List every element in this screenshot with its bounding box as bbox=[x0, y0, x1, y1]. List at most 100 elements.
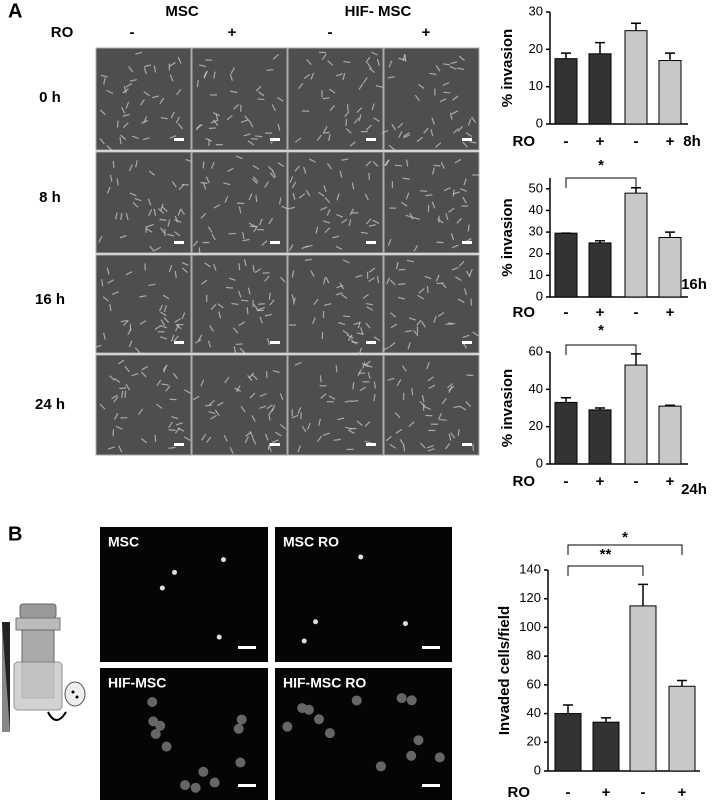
cell bbox=[229, 73, 233, 81]
cell bbox=[225, 286, 233, 289]
scale-bar bbox=[366, 241, 376, 244]
cell bbox=[175, 116, 180, 124]
cell bbox=[258, 303, 266, 305]
cell bbox=[230, 67, 235, 75]
cell bbox=[140, 371, 147, 378]
cell bbox=[339, 170, 343, 178]
nucleus bbox=[375, 761, 386, 772]
scale-bar bbox=[462, 241, 472, 244]
cell bbox=[160, 117, 168, 120]
cell bbox=[304, 258, 312, 261]
y-axis-label: Invaded cells/field bbox=[496, 606, 513, 735]
cell bbox=[416, 136, 423, 143]
cell bbox=[349, 208, 354, 216]
y-tick-label: 0 bbox=[534, 762, 541, 777]
cell bbox=[128, 164, 133, 172]
significance-label: * bbox=[598, 322, 604, 339]
cell bbox=[174, 215, 179, 223]
cell bbox=[99, 403, 106, 410]
cell bbox=[163, 317, 170, 323]
cell bbox=[258, 218, 263, 226]
cell bbox=[208, 399, 215, 406]
cell bbox=[147, 198, 152, 206]
cell bbox=[401, 201, 408, 207]
x-axis-label: RO bbox=[513, 304, 536, 321]
cell bbox=[408, 317, 417, 321]
cell bbox=[248, 372, 255, 379]
cell bbox=[120, 319, 128, 323]
error-bar bbox=[631, 353, 641, 366]
cell bbox=[170, 334, 175, 342]
image-label: HIF-MSC bbox=[108, 675, 166, 691]
cell bbox=[257, 98, 265, 101]
error-bar bbox=[595, 407, 605, 410]
cell bbox=[387, 377, 395, 381]
cell bbox=[167, 219, 171, 227]
cell bbox=[420, 442, 426, 449]
bar bbox=[588, 242, 612, 298]
cell bbox=[269, 172, 276, 179]
y-tick-label: 100 bbox=[519, 619, 541, 634]
scale-bar bbox=[462, 341, 472, 344]
cell bbox=[365, 124, 372, 131]
cell bbox=[402, 54, 406, 62]
cell bbox=[131, 372, 139, 377]
cell bbox=[403, 444, 406, 452]
cell bbox=[216, 401, 224, 407]
cell bbox=[312, 317, 316, 325]
cell bbox=[442, 81, 450, 86]
cell bbox=[368, 67, 376, 74]
cell bbox=[267, 165, 274, 172]
cell bbox=[448, 322, 456, 325]
cell bbox=[385, 159, 390, 167]
cell bbox=[206, 436, 212, 443]
cell bbox=[351, 182, 355, 190]
cell bbox=[204, 262, 211, 268]
cell bbox=[317, 435, 323, 442]
cell bbox=[259, 393, 267, 397]
cell bbox=[322, 277, 326, 285]
cell bbox=[437, 311, 445, 317]
scale-bar bbox=[174, 241, 184, 244]
cell bbox=[200, 279, 208, 285]
cell bbox=[373, 117, 380, 122]
cell bbox=[441, 397, 447, 405]
cell bbox=[223, 182, 231, 186]
cell bbox=[184, 389, 191, 394]
cell bbox=[305, 189, 311, 197]
cell bbox=[174, 231, 181, 237]
cell bbox=[123, 320, 129, 326]
fluorescence-image bbox=[100, 527, 268, 662]
cell bbox=[267, 442, 271, 450]
cell bbox=[149, 245, 155, 252]
cell bbox=[355, 274, 363, 278]
cell bbox=[255, 195, 258, 203]
cell bbox=[252, 176, 259, 183]
cell bbox=[394, 164, 403, 167]
cell bbox=[398, 283, 406, 286]
cell bbox=[215, 113, 219, 121]
cell bbox=[119, 387, 127, 390]
nucleus bbox=[406, 750, 417, 761]
cell bbox=[336, 193, 340, 201]
cell bbox=[361, 363, 369, 368]
cell bbox=[351, 341, 359, 344]
bar bbox=[624, 192, 648, 298]
cell bbox=[326, 208, 331, 216]
cell bbox=[232, 327, 239, 334]
error-bar bbox=[595, 41, 605, 54]
cell bbox=[370, 51, 378, 56]
cell bbox=[405, 159, 409, 167]
cell bbox=[166, 233, 175, 237]
y-tick-label: 120 bbox=[519, 590, 541, 605]
cell bbox=[412, 216, 420, 220]
cell bbox=[141, 365, 149, 371]
cell bbox=[397, 296, 405, 300]
cell bbox=[301, 245, 309, 250]
cell bbox=[416, 319, 422, 326]
cell bbox=[120, 213, 123, 221]
cell bbox=[347, 334, 353, 342]
cell bbox=[244, 115, 250, 122]
time-label: 24 h bbox=[35, 396, 65, 413]
